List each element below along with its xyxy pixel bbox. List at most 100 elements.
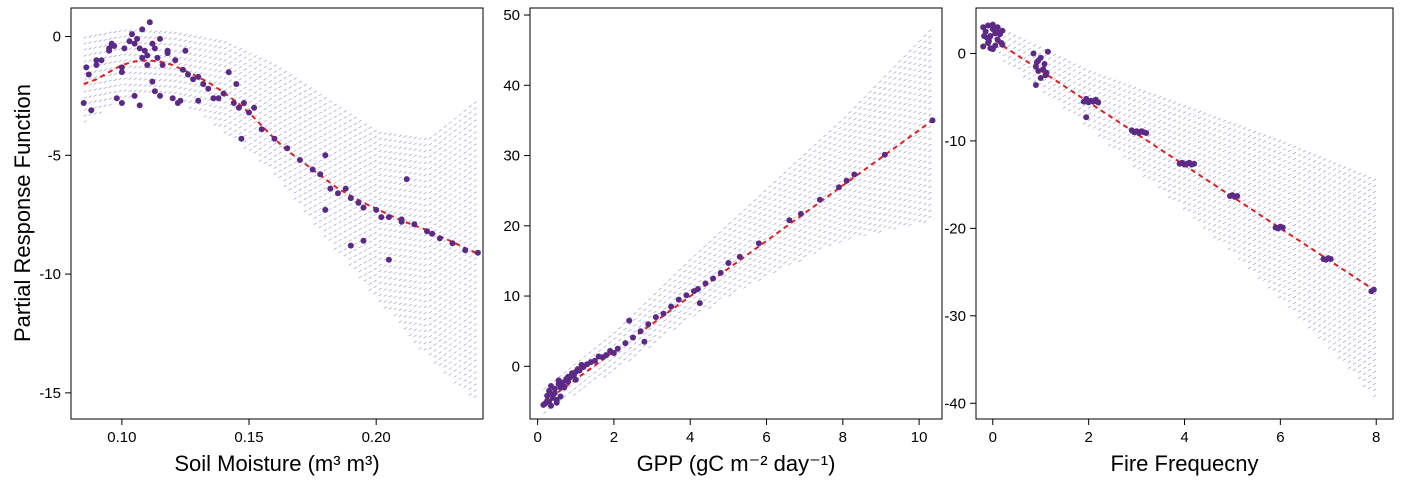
band-hatch xyxy=(908,49,912,227)
data-point xyxy=(322,152,329,159)
data-point xyxy=(1033,59,1040,66)
data-point xyxy=(309,166,316,173)
band-hatch xyxy=(878,80,882,233)
data-point xyxy=(83,64,90,71)
band-hatch xyxy=(253,55,257,154)
band-hatch xyxy=(1262,134,1267,281)
data-point xyxy=(610,350,617,356)
data-point xyxy=(136,45,143,52)
data-point xyxy=(462,247,469,254)
band-hatch xyxy=(388,133,392,310)
data-point xyxy=(645,321,652,328)
band-hatch xyxy=(173,31,177,95)
data-point xyxy=(205,85,212,92)
band-hatch xyxy=(1167,99,1172,199)
y-tick-label: 50 xyxy=(503,7,520,24)
x-tick-label: 2 xyxy=(610,429,618,446)
band-hatch xyxy=(788,166,792,266)
data-point xyxy=(881,151,888,158)
y-tick-label: -10 xyxy=(944,133,966,150)
band-hatch xyxy=(373,129,377,295)
band-hatch xyxy=(1352,170,1357,371)
y-tick-label: 20 xyxy=(503,218,520,235)
confidence-band xyxy=(83,29,477,398)
band-hatch xyxy=(693,254,697,317)
band-hatch xyxy=(413,136,417,344)
data-point xyxy=(106,45,113,52)
band-hatch xyxy=(1097,74,1102,137)
data-point xyxy=(149,78,156,85)
band-hatch xyxy=(893,65,897,230)
data-point xyxy=(159,62,166,68)
band-hatch xyxy=(803,152,807,258)
band-hatch xyxy=(1057,56,1062,101)
data-point xyxy=(694,286,701,292)
data-point xyxy=(555,377,562,384)
data-point xyxy=(258,126,265,133)
data-points xyxy=(980,21,1377,295)
data-point xyxy=(436,235,443,242)
data-point xyxy=(1327,256,1334,262)
data-point xyxy=(210,95,217,102)
band-hatch xyxy=(1027,41,1032,81)
data-point xyxy=(816,196,823,203)
band-hatch xyxy=(233,45,237,139)
x-tick-label: 2 xyxy=(1084,429,1092,446)
data-point xyxy=(136,102,143,109)
band-hatch xyxy=(1017,36,1022,70)
band-hatch xyxy=(333,103,337,251)
band-hatch xyxy=(903,54,907,226)
band-hatch xyxy=(868,90,872,232)
data-point xyxy=(637,328,644,335)
data-point xyxy=(157,35,163,42)
band-hatch xyxy=(1062,58,1067,109)
data-point xyxy=(1041,61,1048,67)
data-point xyxy=(755,240,762,247)
band-hatch xyxy=(1342,166,1347,361)
band-hatch xyxy=(888,70,892,229)
data-point xyxy=(985,22,991,29)
data-point xyxy=(118,69,125,76)
data-point xyxy=(696,300,703,307)
data-point xyxy=(984,34,990,41)
band-hatch xyxy=(1317,156,1322,339)
data-point xyxy=(992,42,999,49)
band-hatch xyxy=(1217,117,1222,241)
x-tick-label: 0.15 xyxy=(234,429,263,446)
data-point xyxy=(271,135,278,142)
band-hatch xyxy=(293,77,297,200)
band-hatch xyxy=(663,283,667,334)
band-hatch xyxy=(398,134,402,323)
data-point xyxy=(139,54,146,61)
data-point xyxy=(121,45,128,52)
data-point xyxy=(1037,75,1044,81)
data-point xyxy=(378,214,385,221)
band-hatch xyxy=(668,278,672,329)
band-hatch xyxy=(473,101,477,398)
band-hatch xyxy=(188,34,192,109)
data-point xyxy=(411,221,418,228)
band-hatch xyxy=(113,30,117,100)
band-hatch xyxy=(1227,121,1232,251)
panels: 0.10 0.15 0.20 0 -5 -10 -15 Soil Moisture (m³ m… xyxy=(39,7,1394,476)
fit-line xyxy=(542,119,934,404)
data-point xyxy=(151,88,158,95)
data-point xyxy=(251,104,258,111)
data-point xyxy=(998,40,1005,46)
data-point xyxy=(786,217,793,224)
y-tick-label: -20 xyxy=(944,220,966,237)
band-hatch xyxy=(718,231,722,300)
data-point xyxy=(668,303,675,310)
band-hatch xyxy=(768,185,772,272)
x-tick-label: 4 xyxy=(686,429,694,446)
x-tick-label: 4 xyxy=(1180,429,1188,446)
data-point xyxy=(111,43,118,49)
data-point xyxy=(360,237,367,244)
data-point xyxy=(177,97,184,104)
band-hatch xyxy=(873,85,877,233)
band-hatch xyxy=(243,50,247,149)
band-hatch xyxy=(383,132,387,309)
band-hatch xyxy=(1267,136,1272,289)
band-hatch xyxy=(1252,130,1257,272)
data-point xyxy=(169,95,176,102)
